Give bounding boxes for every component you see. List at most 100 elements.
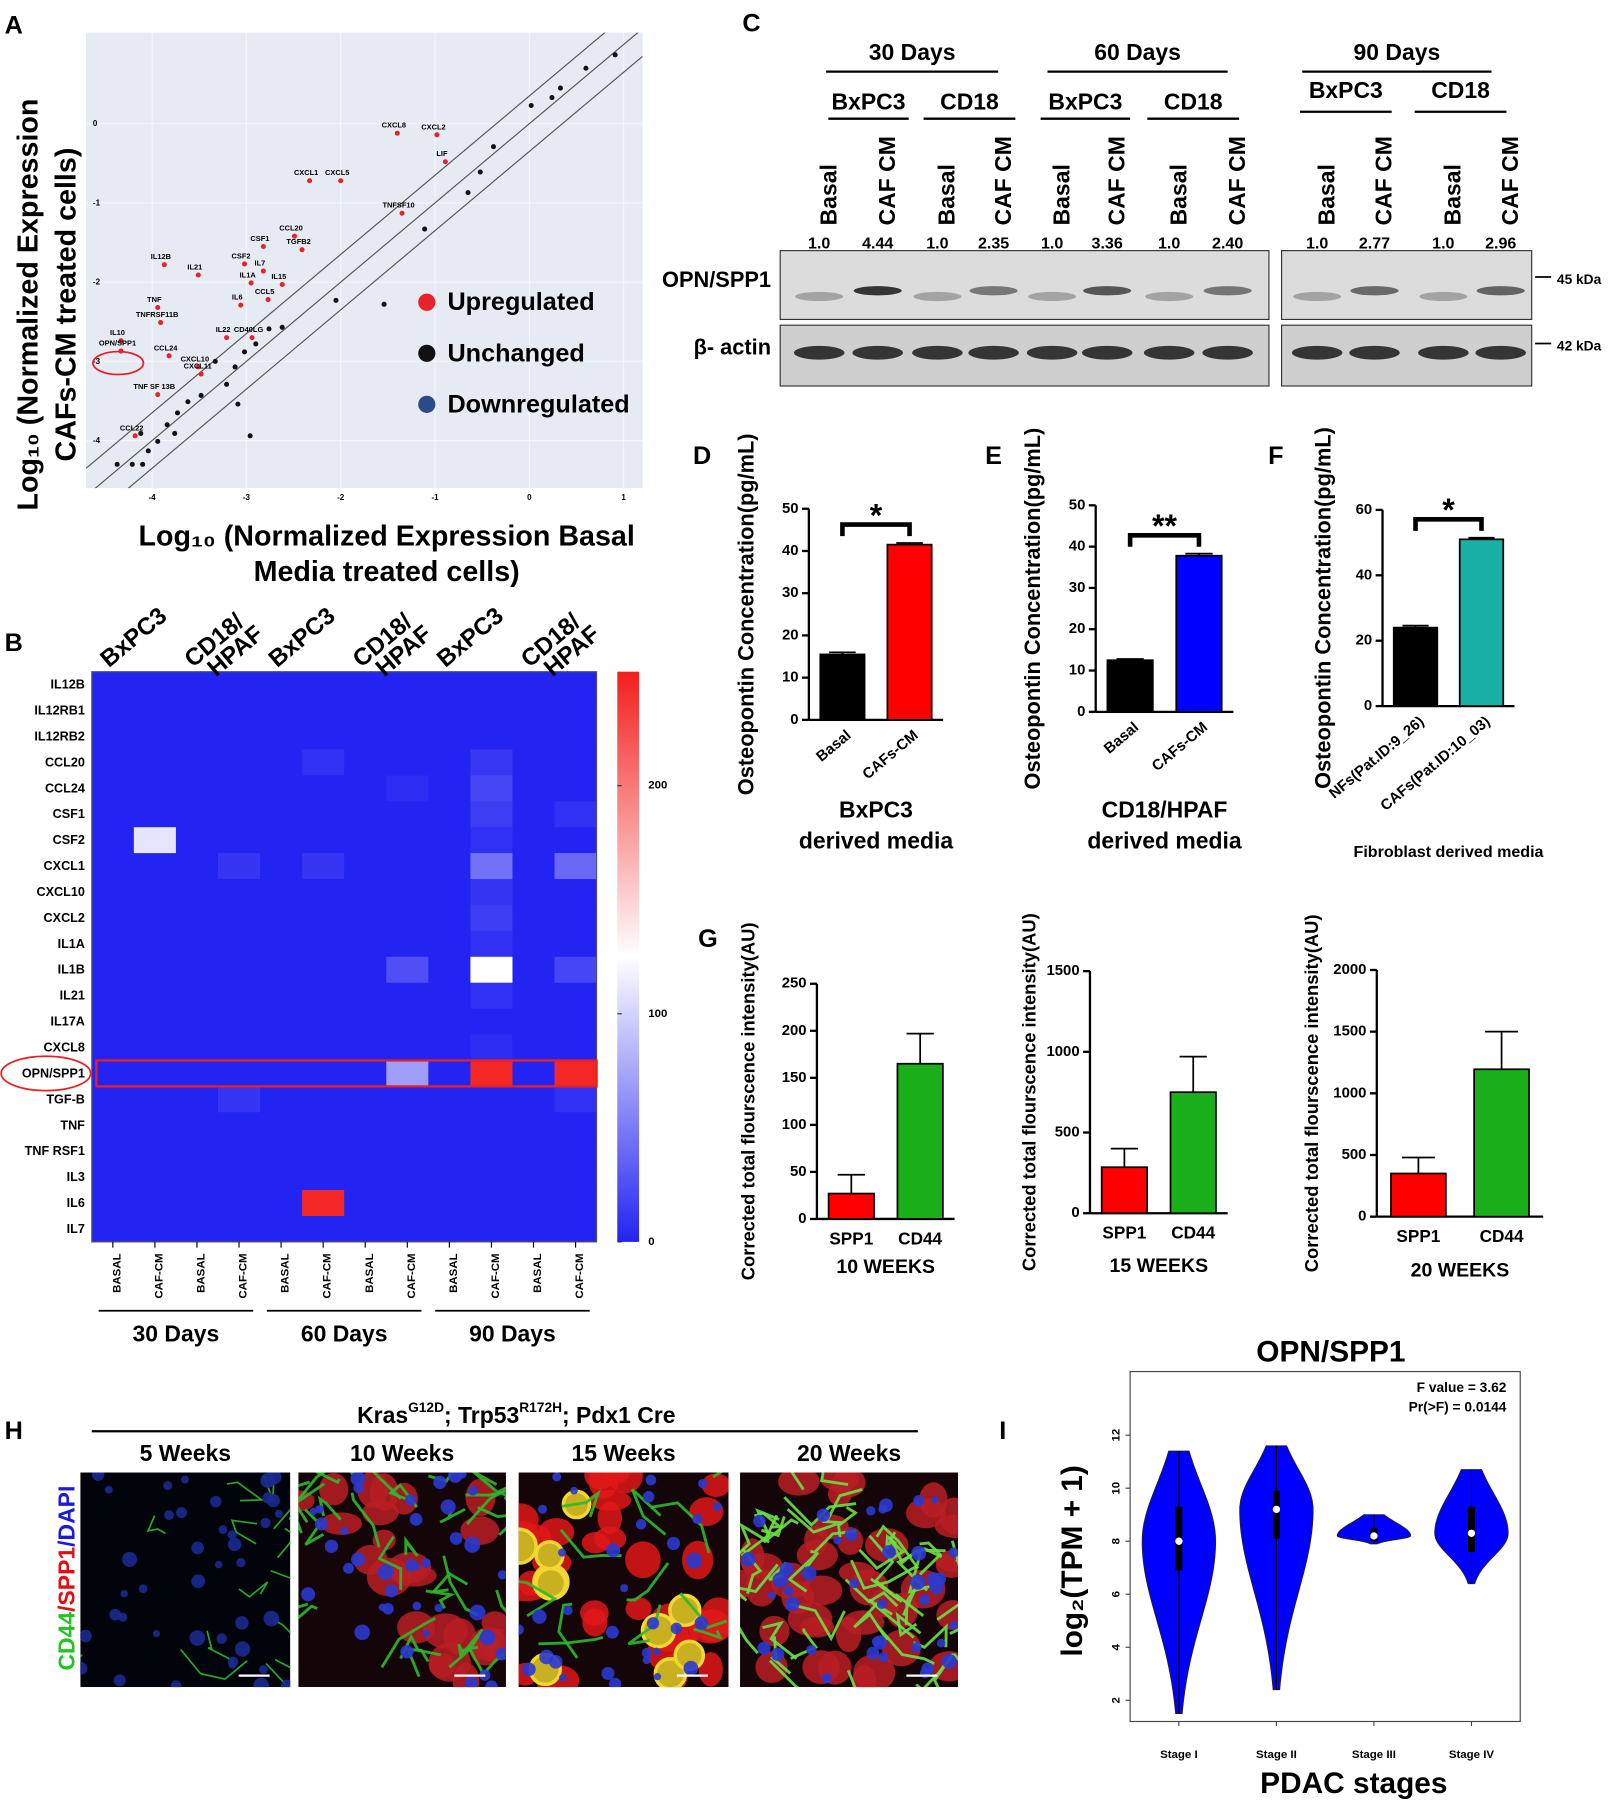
cell <box>386 904 429 932</box>
significance-label: ** <box>1152 508 1177 544</box>
point <box>394 130 400 136</box>
cell <box>470 1086 513 1113</box>
y-tick-label: 500 <box>1055 1125 1080 1141</box>
point-label: TNF <box>147 295 162 304</box>
cell <box>470 1164 513 1191</box>
significance-label: * <box>870 497 883 533</box>
y-axis-label: Osteopontin Concentration(pg/mL) <box>1020 428 1045 790</box>
cell <box>554 853 597 880</box>
cell <box>386 1215 429 1243</box>
nucleus <box>741 1551 756 1567</box>
strand <box>315 1472 341 1485</box>
cell <box>133 723 177 750</box>
point <box>266 326 272 332</box>
panel-label: D <box>693 442 711 470</box>
y-tick-label: 0 <box>1364 698 1372 714</box>
strand <box>846 1669 857 1688</box>
y-axis-label: Osteopontin Concentration(pg/mL) <box>1310 427 1335 789</box>
cell <box>512 801 555 828</box>
strand <box>740 1563 779 1602</box>
nucleus <box>118 1612 128 1622</box>
cell <box>470 827 513 854</box>
cell <box>133 1008 177 1035</box>
annotation: F value = 3.62 <box>1417 1380 1507 1395</box>
nucleus <box>692 1513 703 1525</box>
row-label: TGF-B <box>46 1092 85 1106</box>
nucleus <box>422 1629 431 1638</box>
nucleus <box>645 1474 657 1486</box>
cell <box>554 982 597 1009</box>
nucleus <box>464 1676 478 1688</box>
cell <box>470 671 513 698</box>
strand <box>754 1511 784 1529</box>
strand <box>405 1647 430 1678</box>
cell <box>91 982 135 1009</box>
cell <box>428 1008 471 1035</box>
cell <box>217 827 261 854</box>
cell <box>554 1034 597 1061</box>
point-label: CCL22 <box>120 423 144 432</box>
cell <box>133 1190 177 1217</box>
median <box>1467 1529 1476 1537</box>
x-axis-label: CD18/HPAF <box>1102 796 1228 822</box>
point-label: IL21 <box>187 262 202 271</box>
cell <box>302 853 345 880</box>
cell <box>386 697 429 724</box>
strand <box>448 1628 484 1669</box>
blot-membrane <box>779 324 1270 387</box>
nucleus <box>343 1562 354 1574</box>
panel-label: B <box>5 629 23 657</box>
stain-part: /DAPI <box>54 1486 80 1547</box>
cell <box>512 982 555 1009</box>
column-label: CAF-CM <box>490 1253 502 1298</box>
cell <box>217 930 261 958</box>
cell <box>175 879 219 906</box>
nucleus <box>458 1472 467 1479</box>
y-tick-label: 30 <box>1069 580 1086 596</box>
point-label: CXCL11 <box>184 362 212 371</box>
cell <box>260 853 303 880</box>
point <box>253 341 259 347</box>
cell <box>344 1112 387 1139</box>
highlight <box>0 1055 92 1092</box>
point-label: IL22 <box>216 325 231 334</box>
cell <box>260 1190 303 1217</box>
cell <box>428 1652 456 1678</box>
cell <box>357 1472 389 1508</box>
cell <box>386 1086 429 1113</box>
cell <box>481 1611 506 1635</box>
lane-label: Basal <box>1313 164 1339 225</box>
strand <box>850 1559 917 1590</box>
subgroup-label: BxPC3 <box>1048 88 1122 114</box>
significance-bracket <box>840 522 912 537</box>
cell <box>217 1060 261 1087</box>
cell <box>344 1138 387 1165</box>
point <box>172 430 178 436</box>
point <box>232 364 238 370</box>
cell <box>217 671 261 698</box>
point-label: CXCL2 <box>421 122 445 131</box>
cell <box>260 904 303 932</box>
y-tick-label: -1 <box>93 198 101 207</box>
cell <box>175 697 219 724</box>
nucleus <box>559 1673 567 1682</box>
point-label: CXCL8 <box>382 121 406 130</box>
nucleus <box>218 1525 228 1535</box>
y-axis-label: Corrected total flourscence intensity(AU… <box>1019 913 1040 1271</box>
point <box>132 433 138 439</box>
cell <box>344 1164 387 1191</box>
nucleus <box>552 1472 562 1482</box>
cell <box>91 1086 135 1113</box>
cell <box>554 827 597 854</box>
panel-title: KrasG12D; Trp53R172H; Pdx1 Cre <box>357 1400 675 1429</box>
panel-label: F <box>1268 442 1283 470</box>
cell <box>302 1060 345 1087</box>
nucleus <box>120 1589 128 1598</box>
cell <box>217 1138 261 1165</box>
point <box>155 438 161 444</box>
cell <box>554 671 597 698</box>
strand <box>627 1604 662 1646</box>
cell <box>133 930 177 958</box>
point <box>158 320 164 326</box>
cell <box>133 1060 177 1087</box>
